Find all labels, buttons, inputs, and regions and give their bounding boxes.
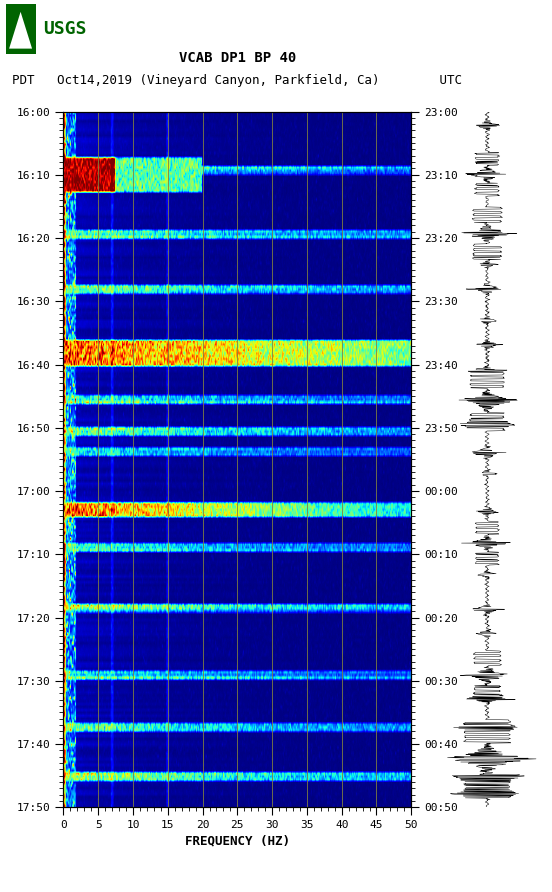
Polygon shape xyxy=(9,12,32,49)
Text: USGS: USGS xyxy=(43,20,86,38)
FancyBboxPatch shape xyxy=(6,4,36,54)
Text: PDT   Oct14,2019 (Vineyard Canyon, Parkfield, Ca)        UTC: PDT Oct14,2019 (Vineyard Canyon, Parkfie… xyxy=(12,74,463,87)
Text: VCAB DP1 BP 40: VCAB DP1 BP 40 xyxy=(179,51,296,65)
X-axis label: FREQUENCY (HZ): FREQUENCY (HZ) xyxy=(185,835,290,847)
